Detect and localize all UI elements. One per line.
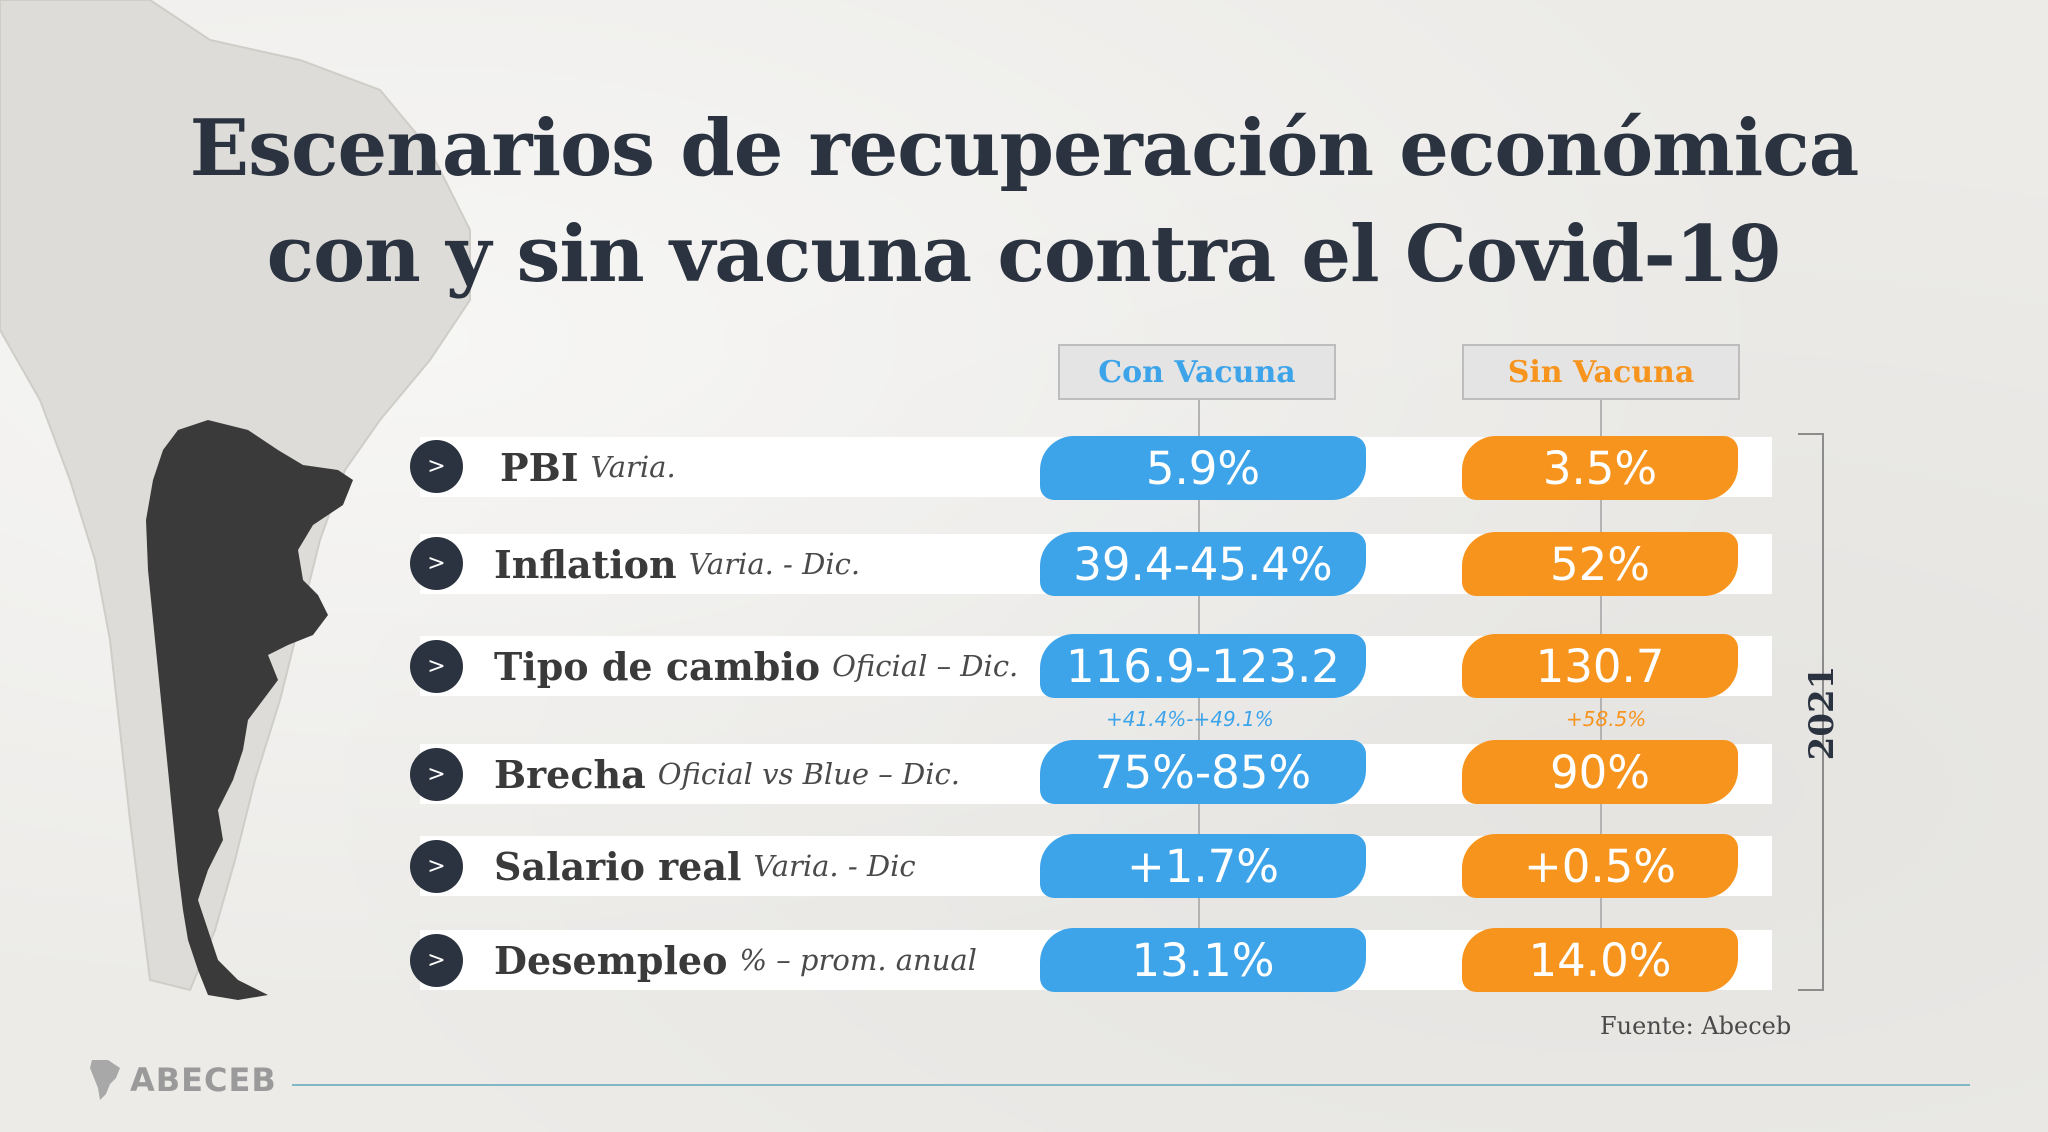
indicator-detail: Oficial – Dic. (832, 649, 1019, 683)
indicator-name: Brecha (494, 751, 646, 797)
logo-text: ABECEB (130, 1061, 277, 1099)
value-sin-tipo-de-cambio: 130.7 (1462, 634, 1738, 698)
chevron-right-icon: > (410, 640, 463, 693)
value-con-brecha: 75%-85% (1040, 740, 1366, 804)
abeceb-logo: ABECEB (86, 1058, 277, 1102)
indicator-detail: % – prom. anual (739, 943, 977, 977)
value-con-inflation: 39.4-45.4% (1040, 532, 1366, 596)
row-label-desempleo: Desempleo % – prom. anual (494, 930, 977, 990)
value-sin-inflation: 52% (1462, 532, 1738, 596)
indicator-name: Desempleo (494, 937, 728, 983)
page-title-line-1: Escenarios de recuperación económica (189, 103, 1860, 194)
argentina-map (146, 420, 353, 1000)
indicator-name: PBI (500, 444, 579, 490)
row-label-salario-real: Salario real Varia. - Dic (494, 836, 916, 896)
row-label-brecha: Brecha Oficial vs Blue – Dic. (494, 744, 960, 804)
value-con-salario-real: +1.7% (1040, 834, 1366, 898)
value-con-desempleo: 13.1% (1040, 928, 1366, 992)
indicator-name: Tipo de cambio (494, 643, 821, 689)
indicator-detail: Varia. - Dic (753, 849, 916, 883)
chevron-right-icon: > (410, 748, 463, 801)
value-sin-pbi: 3.5% (1462, 436, 1738, 500)
value-con-pbi: 5.9% (1040, 436, 1366, 500)
column-header-con-vacuna: Con Vacuna (1058, 344, 1336, 400)
year-label: 2021 (1802, 665, 1842, 761)
indicator-detail: Varia. - Dic. (688, 547, 861, 581)
page-title-line-2: con y sin vacuna contra el Covid-19 (266, 209, 1783, 300)
footer-divider (292, 1084, 1970, 1086)
logo-map-icon (90, 1060, 120, 1100)
chevron-right-icon: > (410, 440, 463, 493)
variation-note-con: +41.4%-+49.1% (1106, 707, 1274, 731)
chevron-right-icon: > (410, 537, 463, 590)
row-label-pbi: PBI Varia. (500, 437, 676, 497)
indicator-name: Inflation (494, 541, 677, 587)
row-label-inflation: Inflation Varia. - Dic. (494, 534, 860, 594)
chevron-right-icon: > (410, 934, 463, 987)
value-sin-salario-real: +0.5% (1462, 834, 1738, 898)
source-note: Fuente: Abeceb (1600, 1012, 1792, 1040)
value-sin-brecha: 90% (1462, 740, 1738, 804)
row-label-tipo-de-cambio: Tipo de cambio Oficial – Dic. (494, 636, 1018, 696)
indicator-detail: Varia. (590, 450, 676, 484)
indicator-detail: Oficial vs Blue – Dic. (657, 757, 960, 791)
column-header-sin-vacuna: Sin Vacuna (1462, 344, 1740, 400)
value-con-tipo-de-cambio: 116.9-123.2 (1040, 634, 1366, 698)
value-sin-desempleo: 14.0% (1462, 928, 1738, 992)
chevron-right-icon: > (410, 840, 463, 893)
indicator-name: Salario real (494, 843, 742, 889)
variation-note-sin: +58.5% (1566, 707, 1647, 731)
year-bracket (1798, 433, 1824, 991)
